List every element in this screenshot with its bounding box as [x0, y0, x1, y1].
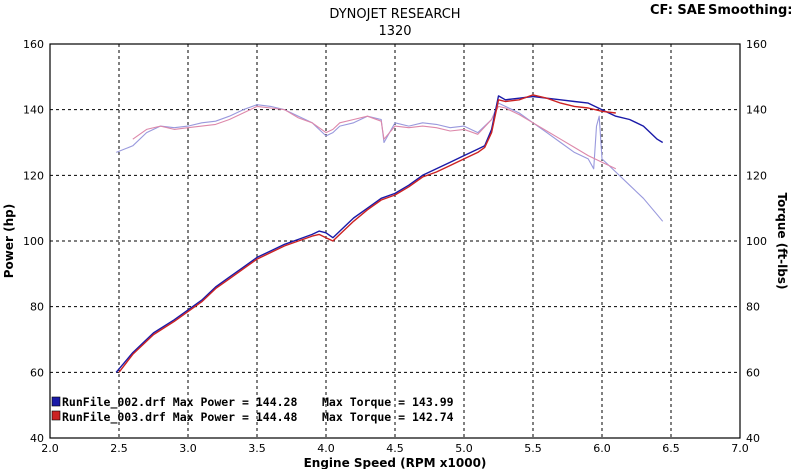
- y-tick-label-left: 160: [23, 38, 44, 51]
- y-axis-label-left: Power (hp): [2, 204, 16, 278]
- x-tick-label: 4.0: [317, 442, 335, 455]
- y-tick-labels-right: 40 60 80 100 120 140 160: [746, 38, 767, 445]
- legend: RunFile_002.drf Max Power = 144.28 Max T…: [51, 395, 454, 425]
- legend-entry-run-002: RunFile_002.drf Max Power = 144.28: [62, 395, 297, 410]
- y-tick-label-left: 40: [30, 432, 44, 445]
- y-tick-label-left: 100: [23, 235, 44, 248]
- y-tick-label-right: 80: [746, 301, 760, 314]
- x-axis-label: Engine Speed (RPM x1000): [304, 456, 487, 469]
- series-line-power-runfile-003-drf: [118, 94, 616, 373]
- y-tick-label-right: 160: [746, 38, 767, 51]
- x-tick-label: 2.0: [41, 442, 59, 455]
- y-tick-label-left: 60: [30, 366, 44, 379]
- x-tick-label: 5.5: [524, 442, 542, 455]
- series-line-power-runfile-002-drf: [115, 95, 664, 373]
- y-tick-label-right: 140: [746, 104, 767, 117]
- legend-torque-run-002: Max Torque = 143.99: [322, 395, 454, 409]
- y-tick-label-right: 40: [746, 432, 760, 445]
- y-axis-label-right: Torque (ft-lbs): [775, 193, 789, 290]
- legend-torque-run-003: Max Torque = 142.74: [322, 410, 454, 424]
- y-tick-label-right: 100: [746, 235, 767, 248]
- x-tick-label: 6.5: [662, 442, 680, 455]
- series-line-torque-runfile-003-drf: [132, 105, 617, 170]
- x-tick-label: 2.5: [110, 442, 128, 455]
- y-tick-label-right: 60: [746, 366, 760, 379]
- x-tick-label: 5.0: [455, 442, 473, 455]
- y-tick-label-right: 120: [746, 169, 767, 182]
- x-tick-label: 6.0: [593, 442, 611, 455]
- x-tick-label: 3.5: [248, 442, 266, 455]
- smoothing-label: Smoothing: 5: [708, 3, 791, 18]
- y-tick-labels-left: 40 60 80 100 120 140 160: [23, 38, 44, 445]
- legend-swatch-run-002: [51, 396, 61, 407]
- chart-title: DYNOJET RESEARCH: [329, 7, 460, 22]
- y-tick-label-left: 140: [23, 104, 44, 117]
- y-tick-label-left: 80: [30, 301, 44, 314]
- x-tick-label: 3.0: [179, 442, 197, 455]
- correction-factor-label: CF: SAE: [650, 3, 706, 18]
- legend-entry-run-003: RunFile_003.drf Max Power = 144.48: [62, 410, 297, 425]
- x-tick-label: 7.0: [731, 442, 749, 455]
- y-tick-label-left: 120: [23, 169, 44, 182]
- series-line-torque-runfile-002-drf: [115, 102, 664, 222]
- chart-subtitle: 1320: [378, 24, 411, 39]
- legend-swatch-run-003: [51, 410, 61, 421]
- x-tick-label: 4.5: [386, 442, 404, 455]
- x-tick-labels: 2.0 2.5 3.0 3.5 4.0 4.5 5.0 5.5 6.0 6.5 7.0: [41, 442, 749, 455]
- grid-lines: [50, 44, 740, 438]
- series-group: [115, 94, 664, 373]
